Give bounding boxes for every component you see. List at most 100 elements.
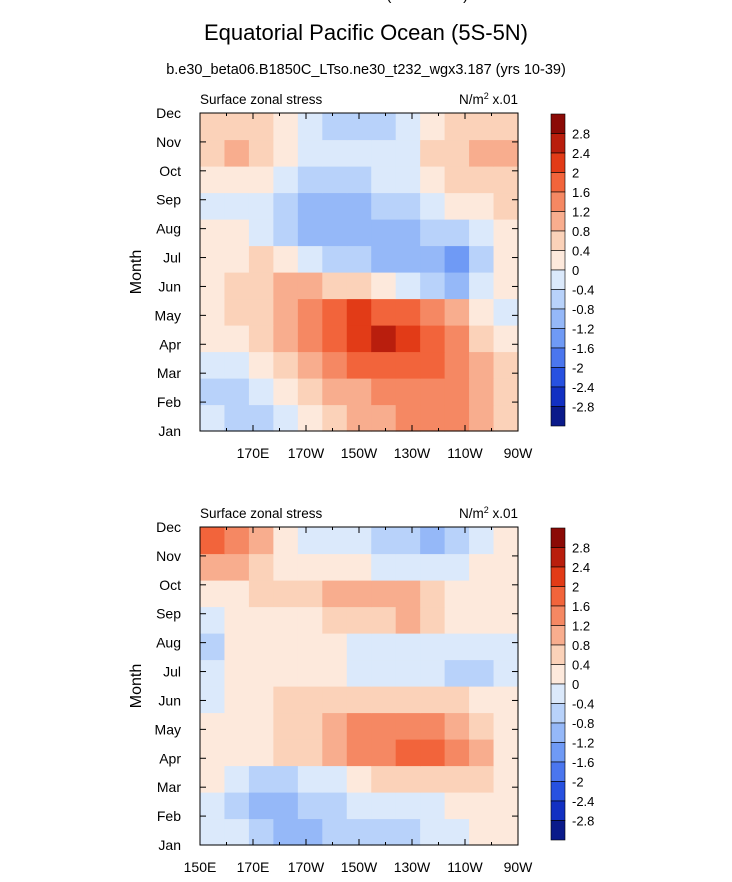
heatmap-cell <box>273 298 299 326</box>
heatmap-cell <box>322 325 348 353</box>
heatmap-cell <box>200 686 226 714</box>
heatmap-cell <box>297 325 323 353</box>
colorbar-swatch <box>550 191 566 212</box>
heatmap-cell <box>248 633 274 661</box>
heatmap-cell <box>493 113 519 141</box>
heatmap-cell <box>371 580 397 608</box>
y-tick-label: Sep <box>156 192 181 208</box>
heatmap-cell <box>346 325 372 353</box>
heatmap-cell <box>346 739 372 767</box>
heatmap-cell <box>493 298 519 326</box>
heatmap-cell <box>297 219 323 247</box>
heatmap-cell <box>493 818 519 846</box>
colorbar-label: -0.4 <box>572 283 594 298</box>
heatmap-cell <box>297 606 323 634</box>
units-base: N/m <box>459 92 484 107</box>
units-superscript: 2 <box>484 91 489 101</box>
heatmap-cell <box>469 113 495 141</box>
heatmap-cell <box>493 659 519 687</box>
panel-2: Jan Feb Mar Apr May Jun Jul Aug Sep Oct Nov Dec 150E… <box>128 505 594 875</box>
panel-units-label: N/m2 x.01 <box>459 505 518 521</box>
colorbar-swatch <box>550 742 566 763</box>
heatmap-cell <box>200 712 226 740</box>
heatmap-cell <box>469 553 495 581</box>
heatmap-cell <box>469 712 495 740</box>
y-tick-label: Feb <box>157 808 181 824</box>
heatmap-cells <box>200 527 519 846</box>
heatmap-cell <box>322 351 348 379</box>
heatmap-cell <box>224 192 250 220</box>
colorbar-swatch <box>550 625 566 646</box>
heatmap-cell <box>224 527 250 555</box>
colorbar-swatch <box>550 722 566 743</box>
heatmap-cell <box>346 686 372 714</box>
heatmap-cell <box>224 792 250 820</box>
heatmap-cell <box>248 351 274 379</box>
heatmap-cell <box>273 686 299 714</box>
colorbar-label: 2.4 <box>572 146 590 161</box>
heatmap-cell <box>248 553 274 581</box>
heatmap-cell <box>371 792 397 820</box>
heatmap-cell <box>273 139 299 167</box>
heatmap-cell <box>297 712 323 740</box>
heatmap-cell <box>322 633 348 661</box>
heatmap-cell <box>469 351 495 379</box>
y-tick-label: Apr <box>159 336 181 352</box>
x-tick-label: 170E <box>237 859 270 875</box>
heatmap-cell <box>297 580 323 608</box>
heatmap-cell <box>371 219 397 247</box>
heatmap-cell <box>200 553 226 581</box>
heatmap-cell <box>346 659 372 687</box>
heatmap-cell <box>224 219 250 247</box>
heatmap-cell <box>322 739 348 767</box>
heatmap-cell <box>469 527 495 555</box>
heatmap-cell <box>493 553 519 581</box>
y-tick-label: Apr <box>159 750 181 766</box>
colorbar-label: 1.2 <box>572 619 590 634</box>
heatmap-cell <box>469 404 495 432</box>
colorbar-swatch <box>550 605 566 626</box>
y-tick-label: Oct <box>159 577 181 593</box>
heatmap-cell <box>469 765 495 793</box>
panel-title: LARGE-YEAGER (1984-2004) <box>264 0 468 4</box>
heatmap-cell <box>200 378 226 406</box>
heatmap-cell <box>224 606 250 634</box>
x-tick-label: 170W <box>288 445 325 461</box>
colorbar-swatch <box>550 406 566 427</box>
heatmap-cell <box>322 404 348 432</box>
heatmap-cell <box>346 712 372 740</box>
heatmap-cell <box>297 378 323 406</box>
heatmap-cell <box>371 818 397 846</box>
heatmap-cell <box>200 219 226 247</box>
heatmap-cell <box>273 712 299 740</box>
heatmap-cell <box>444 378 470 406</box>
heatmap-cell <box>248 686 274 714</box>
heatmap-cell <box>248 192 274 220</box>
page-subtitle: b.e30_beta06.B1850C_LTso.ne30_t232_wgx3.… <box>166 62 566 78</box>
heatmap-cell <box>371 245 397 273</box>
colorbar-swatch <box>550 683 566 704</box>
heatmap-cell <box>297 166 323 194</box>
heatmap-cell <box>248 712 274 740</box>
heatmap-cell <box>224 351 250 379</box>
heatmap-cell <box>493 325 519 353</box>
panel-left-label: Surface zonal stress <box>200 92 323 107</box>
heatmap-cell <box>395 633 421 661</box>
heatmap-cell <box>248 580 274 608</box>
heatmap-cell <box>322 298 348 326</box>
colorbar-swatch <box>550 547 566 568</box>
heatmap-cell <box>224 298 250 326</box>
colorbar-swatch <box>550 152 566 173</box>
heatmap-cell <box>395 113 421 141</box>
heatmap-cell <box>444 325 470 353</box>
heatmap-cell <box>297 739 323 767</box>
heatmap-cell <box>322 219 348 247</box>
heatmap-cell <box>395 351 421 379</box>
heatmap-cell <box>322 580 348 608</box>
heatmap-cell <box>297 272 323 300</box>
heatmap-cell <box>297 633 323 661</box>
x-tick-label: 130W <box>394 859 431 875</box>
colorbar-swatch <box>550 113 566 134</box>
heatmap-cell <box>200 272 226 300</box>
colorbar-swatch <box>550 664 566 685</box>
